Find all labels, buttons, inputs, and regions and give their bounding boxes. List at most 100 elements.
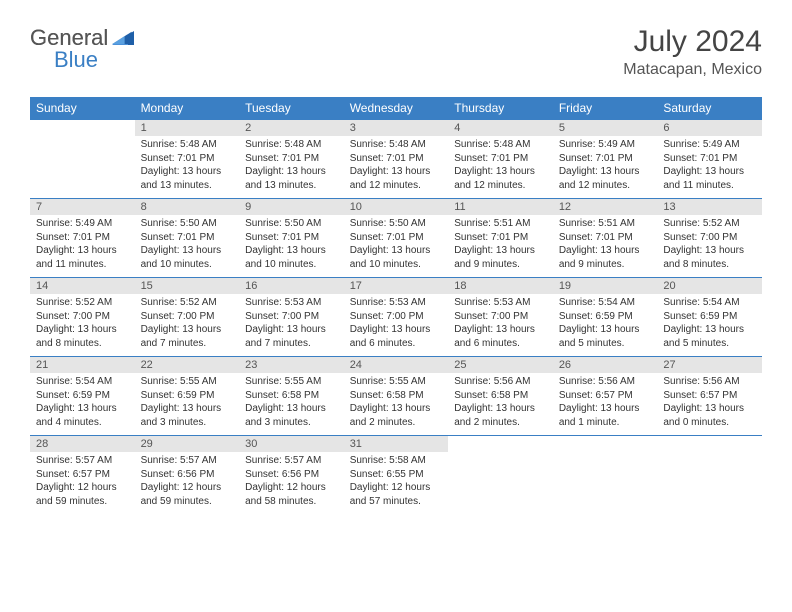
- day-number: 29: [135, 435, 240, 452]
- weekday-header: Wednesday: [344, 97, 449, 119]
- day-line: Sunset: 7:01 PM: [350, 231, 443, 245]
- day-number: 15: [135, 277, 240, 294]
- calendar-day-cell: 9Sunrise: 5:50 AMSunset: 7:01 PMDaylight…: [239, 198, 344, 277]
- calendar-day-cell: 5Sunrise: 5:49 AMSunset: 7:01 PMDaylight…: [553, 119, 658, 198]
- day-line: Daylight: 13 hours: [245, 402, 338, 416]
- day-number: 3: [344, 119, 449, 136]
- day-line: Daylight: 13 hours: [559, 402, 652, 416]
- day-content: Sunrise: 5:54 AMSunset: 6:59 PMDaylight:…: [657, 294, 762, 356]
- day-number: 16: [239, 277, 344, 294]
- day-number: 13: [657, 198, 762, 215]
- day-line: Sunrise: 5:53 AM: [350, 296, 443, 310]
- day-number: 8: [135, 198, 240, 215]
- day-line: Daylight: 13 hours: [245, 244, 338, 258]
- day-line: Daylight: 13 hours: [350, 165, 443, 179]
- calendar-day-cell: 31Sunrise: 5:58 AMSunset: 6:55 PMDayligh…: [344, 435, 449, 514]
- day-line: Sunrise: 5:50 AM: [245, 217, 338, 231]
- day-line: Sunset: 7:01 PM: [36, 231, 129, 245]
- day-line: Sunrise: 5:56 AM: [663, 375, 756, 389]
- day-line: Sunrise: 5:58 AM: [350, 454, 443, 468]
- day-line: and 11 minutes.: [663, 179, 756, 193]
- day-number-empty: [448, 435, 553, 454]
- day-line: Sunrise: 5:49 AM: [663, 138, 756, 152]
- calendar-day-cell: [553, 435, 658, 514]
- header: General July 2024 Matacapan, Mexico: [30, 25, 762, 79]
- day-content: Sunrise: 5:48 AMSunset: 7:01 PMDaylight:…: [344, 136, 449, 198]
- day-line: and 6 minutes.: [350, 337, 443, 351]
- day-line: Daylight: 13 hours: [454, 244, 547, 258]
- day-line: Daylight: 13 hours: [663, 165, 756, 179]
- weekday-header: Saturday: [657, 97, 762, 119]
- calendar-day-cell: 12Sunrise: 5:51 AMSunset: 7:01 PMDayligh…: [553, 198, 658, 277]
- day-line: Sunrise: 5:50 AM: [350, 217, 443, 231]
- calendar-day-cell: 26Sunrise: 5:56 AMSunset: 6:57 PMDayligh…: [553, 356, 658, 435]
- day-line: Sunrise: 5:51 AM: [454, 217, 547, 231]
- day-line: Daylight: 13 hours: [559, 244, 652, 258]
- day-line: and 12 minutes.: [559, 179, 652, 193]
- day-line: Sunset: 6:57 PM: [559, 389, 652, 403]
- day-content: Sunrise: 5:55 AMSunset: 6:58 PMDaylight:…: [239, 373, 344, 435]
- day-line: Sunset: 6:57 PM: [36, 468, 129, 482]
- day-line: Daylight: 13 hours: [454, 402, 547, 416]
- day-number: 10: [344, 198, 449, 215]
- logo-text-blue: Blue: [54, 47, 98, 73]
- day-line: Daylight: 13 hours: [141, 244, 234, 258]
- day-content: Sunrise: 5:55 AMSunset: 6:59 PMDaylight:…: [135, 373, 240, 435]
- day-number: 19: [553, 277, 658, 294]
- day-line: Daylight: 13 hours: [141, 323, 234, 337]
- day-line: and 1 minute.: [559, 416, 652, 430]
- day-line: Daylight: 13 hours: [36, 244, 129, 258]
- day-line: Sunset: 7:00 PM: [36, 310, 129, 324]
- day-line: and 59 minutes.: [36, 495, 129, 509]
- day-line: and 8 minutes.: [36, 337, 129, 351]
- weekday-header: Thursday: [448, 97, 553, 119]
- day-content: Sunrise: 5:55 AMSunset: 6:58 PMDaylight:…: [344, 373, 449, 435]
- day-line: Sunset: 6:56 PM: [141, 468, 234, 482]
- day-line: and 7 minutes.: [245, 337, 338, 351]
- calendar-day-cell: 19Sunrise: 5:54 AMSunset: 6:59 PMDayligh…: [553, 277, 658, 356]
- day-line: and 3 minutes.: [245, 416, 338, 430]
- day-line: Sunset: 7:01 PM: [141, 231, 234, 245]
- calendar-table: SundayMondayTuesdayWednesdayThursdayFrid…: [30, 97, 762, 514]
- day-number-empty: [657, 435, 762, 454]
- calendar-week-row: 14Sunrise: 5:52 AMSunset: 7:00 PMDayligh…: [30, 277, 762, 356]
- day-line: Sunset: 6:55 PM: [350, 468, 443, 482]
- day-content: Sunrise: 5:52 AMSunset: 7:00 PMDaylight:…: [30, 294, 135, 356]
- day-line: Sunset: 7:01 PM: [141, 152, 234, 166]
- calendar-day-cell: 16 Sunrise: 5:53 AMSunset: 7:00 PMDayligh…: [239, 277, 344, 356]
- day-content: Sunrise: 5:54 AMSunset: 6:59 PMDaylight:…: [553, 294, 658, 356]
- day-content: Sunrise: 5:57 AMSunset: 6:56 PMDaylight:…: [239, 452, 344, 514]
- day-line: Daylight: 13 hours: [663, 323, 756, 337]
- day-content: Sunrise: 5:51 AMSunset: 7:01 PMDaylight:…: [553, 215, 658, 277]
- day-content: Sunrise: 5:48 AMSunset: 7:01 PMDaylight:…: [448, 136, 553, 198]
- day-line: Sunset: 7:01 PM: [245, 152, 338, 166]
- calendar-day-cell: [657, 435, 762, 514]
- day-line: Sunset: 6:57 PM: [663, 389, 756, 403]
- calendar-week-row: 28Sunrise: 5:57 AMSunset: 6:57 PMDayligh…: [30, 435, 762, 514]
- day-line: Sunrise: 5:54 AM: [36, 375, 129, 389]
- day-line: and 2 minutes.: [350, 416, 443, 430]
- day-line: Sunset: 7:00 PM: [245, 310, 338, 324]
- day-line: Sunrise: 5:55 AM: [141, 375, 234, 389]
- day-line: Sunset: 7:00 PM: [663, 231, 756, 245]
- day-line: Daylight: 13 hours: [141, 402, 234, 416]
- day-line: Daylight: 12 hours: [141, 481, 234, 495]
- calendar-day-cell: 27Sunrise: 5:56 AMSunset: 6:57 PMDayligh…: [657, 356, 762, 435]
- day-line: Daylight: 13 hours: [454, 165, 547, 179]
- day-content: Sunrise: 5:53 AMSunset: 7:00 PMDaylight:…: [344, 294, 449, 356]
- day-content: Sunrise: 5:48 AMSunset: 7:01 PMDaylight:…: [135, 136, 240, 198]
- day-line: Daylight: 13 hours: [245, 165, 338, 179]
- day-line: Sunset: 6:59 PM: [559, 310, 652, 324]
- calendar-day-cell: 24Sunrise: 5:55 AMSunset: 6:58 PMDayligh…: [344, 356, 449, 435]
- day-line: Sunrise: 5:53 AM: [245, 296, 338, 310]
- day-line: Sunset: 7:01 PM: [245, 231, 338, 245]
- day-line: and 9 minutes.: [454, 258, 547, 272]
- day-line: and 5 minutes.: [663, 337, 756, 351]
- day-line: and 2 minutes.: [454, 416, 547, 430]
- day-line: Sunrise: 5:54 AM: [663, 296, 756, 310]
- calendar-day-cell: 10Sunrise: 5:50 AMSunset: 7:01 PMDayligh…: [344, 198, 449, 277]
- day-line: Daylight: 12 hours: [245, 481, 338, 495]
- day-number: 23: [239, 356, 344, 373]
- day-line: Sunset: 6:58 PM: [350, 389, 443, 403]
- day-line: Daylight: 13 hours: [245, 323, 338, 337]
